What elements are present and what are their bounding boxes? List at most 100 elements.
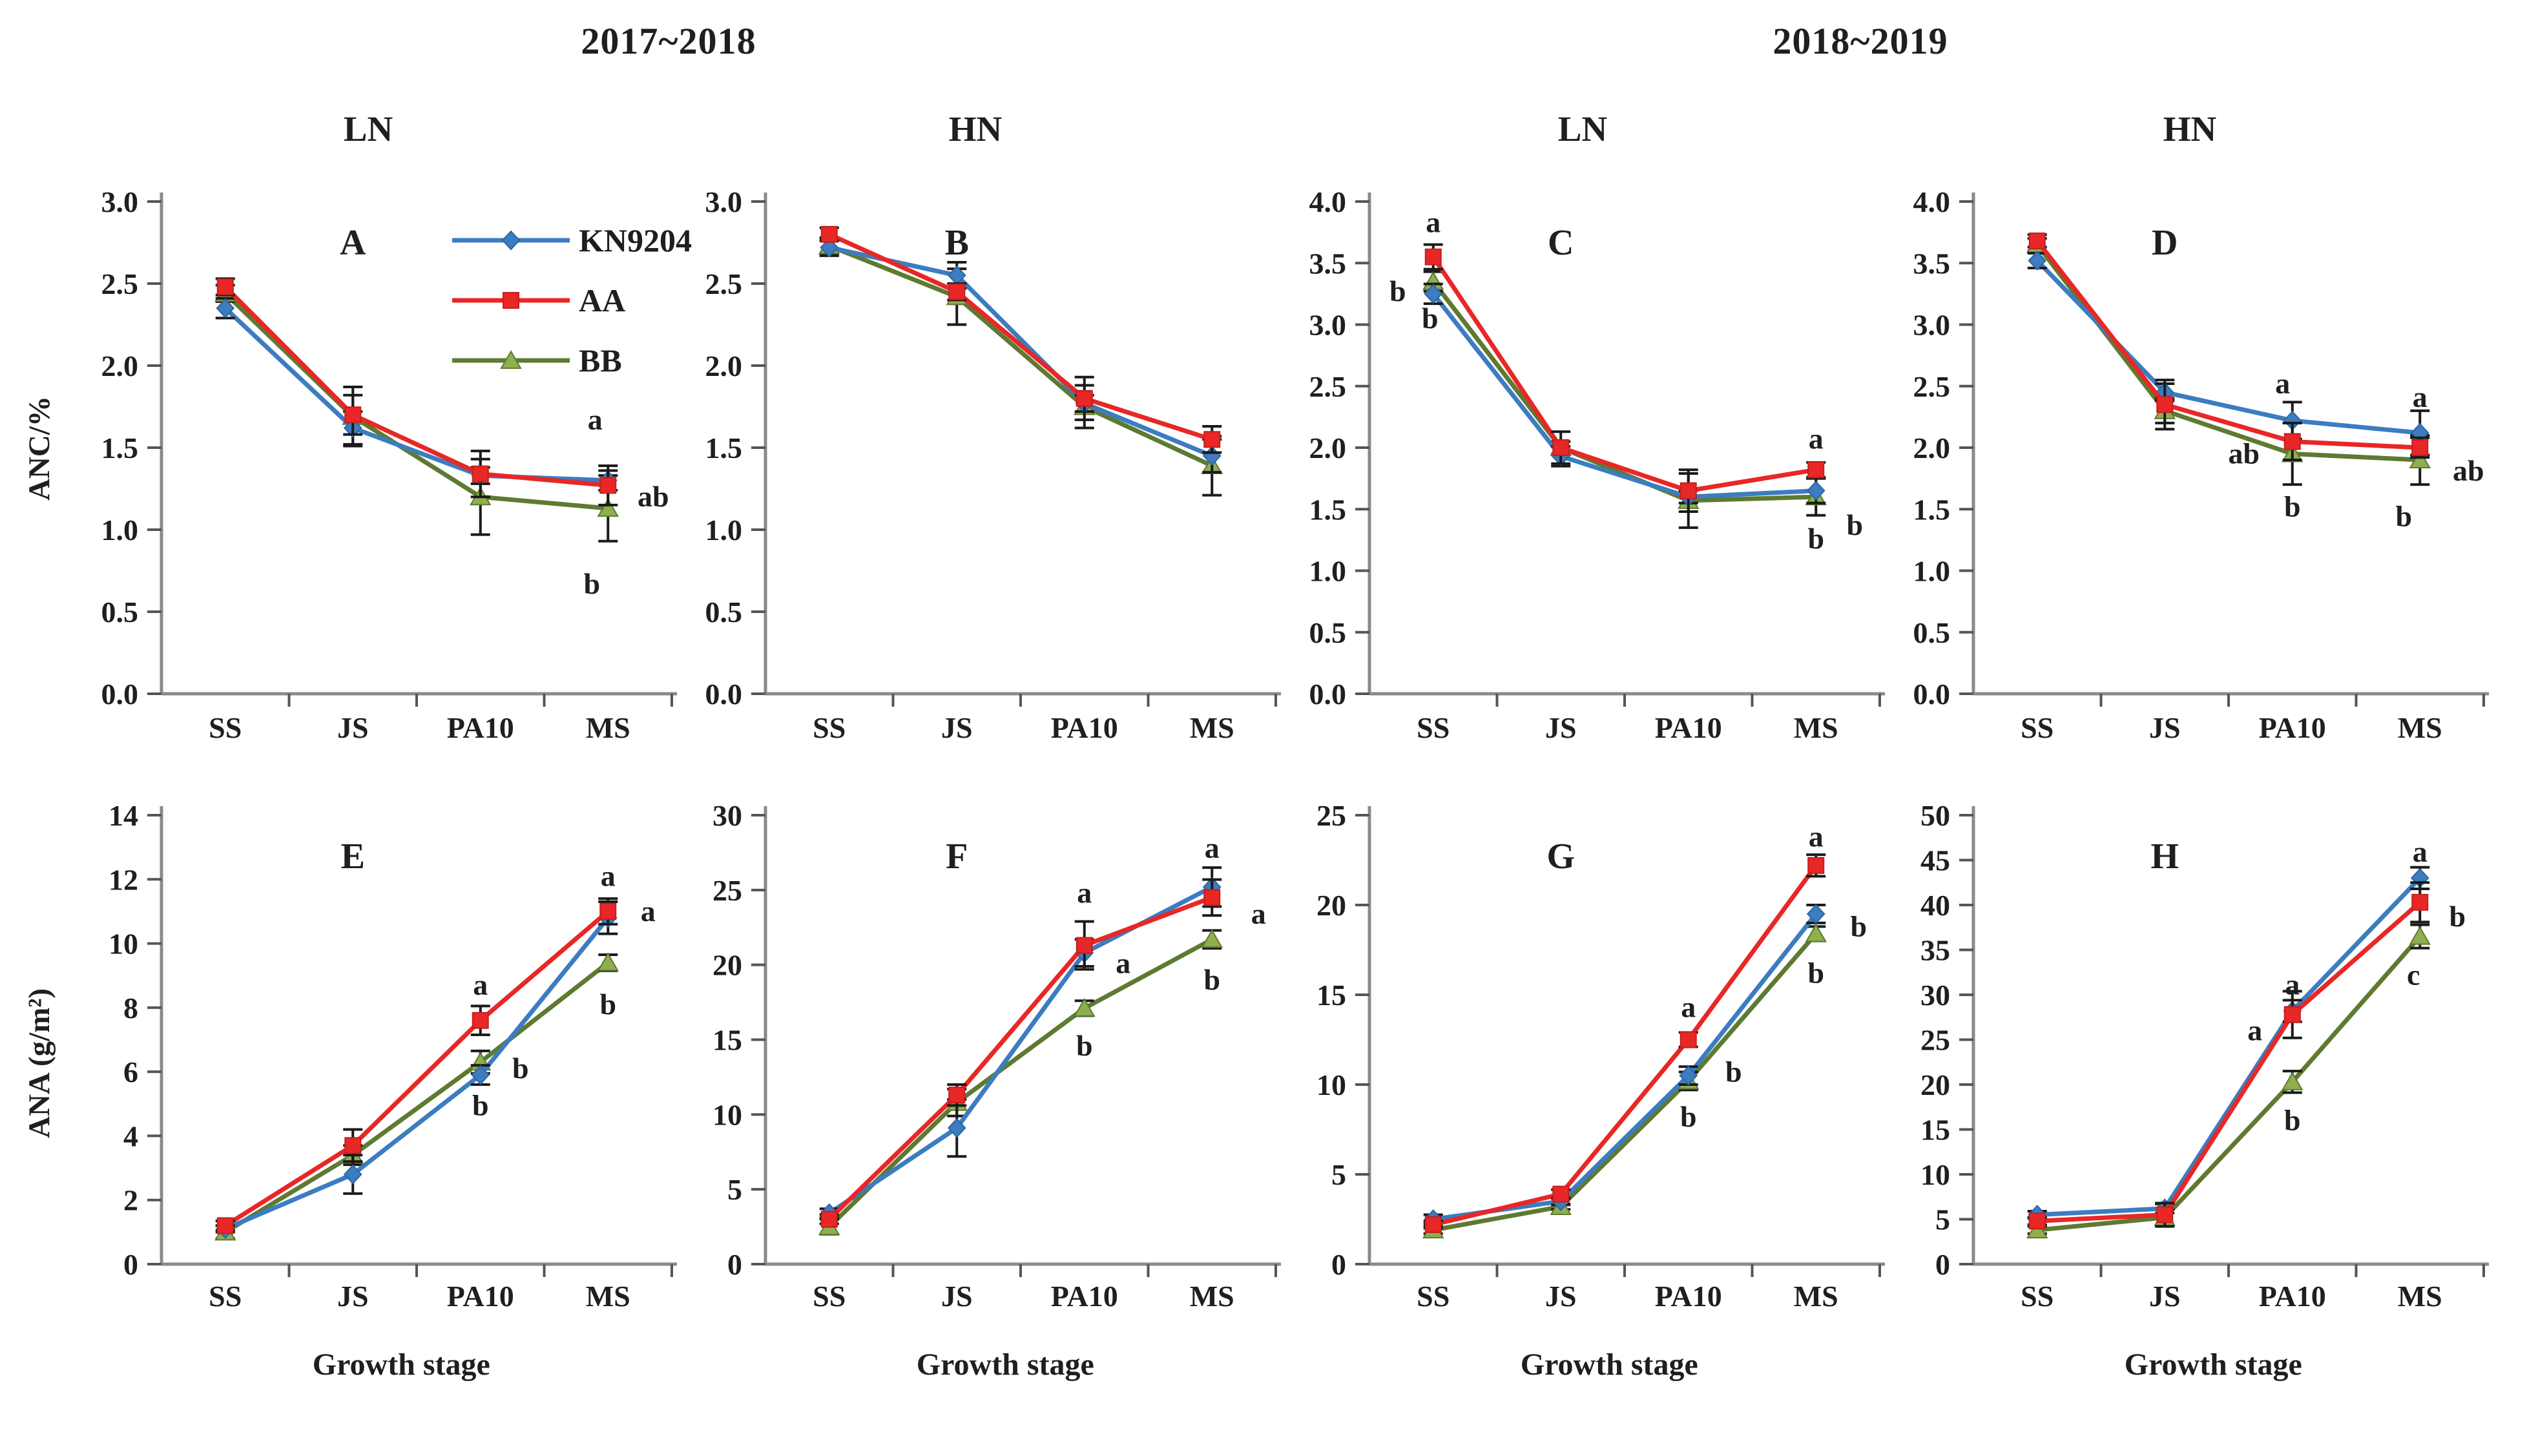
y-tick-label: 4.0 [1913, 185, 1951, 218]
y-tick-label: 20 [1920, 1068, 1950, 1101]
y-tick-label: 2.0 [101, 349, 139, 382]
legend-marker-AA [503, 292, 519, 309]
x-category-label: MS [2398, 711, 2442, 744]
series-line-BB [2035, 934, 2422, 1232]
x-category-label: MS [1794, 711, 1838, 744]
x-category-label: JS [1545, 1280, 1577, 1313]
marker-BB-MS [2409, 450, 2431, 469]
y-tick-label: 3.5 [1309, 247, 1347, 280]
sig-letter: a [2413, 380, 2428, 413]
sig-letter: a [2285, 968, 2300, 1001]
marker-BB-MS [1805, 923, 1827, 942]
x-category-label: PA10 [2259, 1280, 2326, 1313]
x-category-label: JS [2149, 1280, 2181, 1313]
series-KN9204 [215, 296, 618, 492]
marker-AA-MS [1203, 431, 1221, 448]
sig-letter: ab [2228, 437, 2260, 470]
sig-letter: b [2449, 900, 2466, 933]
y-tick-label: 3.0 [1913, 309, 1951, 342]
y-tick-label: 0.5 [101, 596, 139, 629]
y-tick-label: 3.0 [1309, 309, 1347, 342]
y-tick-label: 50 [1920, 799, 1950, 832]
sig-letter: a [1809, 422, 1824, 455]
marker-BB-PA10 [2282, 1071, 2303, 1090]
marker-KN9204-SS [2028, 250, 2047, 271]
y-tick-label: 0.0 [705, 678, 743, 711]
series-line-AA [223, 284, 610, 488]
panel-letter: A [340, 223, 366, 263]
x-category-label: MS [2398, 1280, 2442, 1313]
y-tick-label: 30 [712, 799, 742, 832]
chart-panel-c: 0.0 0.5 1.0 1.5 2.0 2.5 3.0 3.5 4.0 SS JS PA10 MS Ca b… [1309, 185, 1885, 744]
x-category-label: MS [586, 1280, 630, 1313]
marker-AA-MS [1807, 857, 1825, 874]
legend-item-KN9204: KN9204 [452, 222, 692, 258]
y-tick-label: 1.5 [101, 432, 139, 464]
sig-letter: a [641, 895, 656, 928]
y-tick-label: 5 [727, 1173, 742, 1206]
sig-letter: a [1077, 876, 1092, 909]
x-category-label: SS [2021, 711, 2054, 744]
marker-AA-SS [216, 278, 234, 296]
panel-letter: E [341, 837, 365, 877]
marker-AA-SS [1424, 248, 1442, 265]
marker-AA-PA10 [1076, 390, 1093, 407]
y-tick-label: 10 [1920, 1158, 1950, 1191]
x-category-label: MS [1190, 1280, 1234, 1313]
y-tick-label: 10 [1316, 1068, 1346, 1101]
marker-AA-SS [1424, 1216, 1442, 1233]
year-title-2018-2019: 2018~2019 [1773, 20, 1948, 62]
x-category-label: PA10 [1655, 1280, 1722, 1313]
marker-BB-MS [597, 952, 619, 972]
y-tick-label: 10 [109, 928, 138, 961]
condition-label-panel-b: HN [948, 109, 1003, 149]
marker-AA-PA10 [472, 1012, 489, 1029]
y-tick-label: 45 [1920, 844, 1950, 877]
marker-BB-MS [2409, 926, 2431, 945]
marker-KN9204-SS [216, 298, 235, 318]
series-BB [1422, 270, 1827, 529]
x-category-label: SS [1417, 711, 1450, 744]
y-tick-label: 12 [109, 863, 138, 896]
sig-letter: b [2395, 500, 2412, 533]
sig-letter: b [1076, 1029, 1093, 1062]
sig-letter: b [1846, 508, 1863, 541]
sig-letter: b [512, 1052, 529, 1085]
chart-panel-d: 0.0 0.5 1.0 1.5 2.0 2.5 3.0 3.5 4.0 SS JS PA10 MS Da a… [1913, 185, 2489, 744]
y-tick-label: 2.0 [1309, 432, 1347, 464]
y-tick-label: 0.0 [1913, 678, 1951, 711]
marker-AA-JS [1552, 1185, 1570, 1203]
x-category-label: PA10 [447, 1280, 514, 1313]
x-category-label: SS [209, 1280, 242, 1313]
sig-letter: b [2284, 1104, 2301, 1137]
sig-letter: a [1116, 946, 1130, 979]
sig-letter: a [1205, 831, 1220, 864]
marker-AA-JS [948, 1087, 966, 1104]
y-tick-label: 0 [123, 1248, 138, 1281]
series-line-BB [223, 291, 610, 511]
series-line-AA [2035, 238, 2422, 450]
y-tick-label: 0 [727, 1248, 742, 1281]
sig-letter: c [2407, 958, 2420, 991]
marker-AA-PA10 [1679, 482, 1697, 499]
x-axis-title: Growth stage [313, 1347, 490, 1382]
x-category-label: JS [2149, 711, 2181, 744]
legend-label: KN9204 [579, 222, 692, 258]
y-tick-label: 2.5 [705, 267, 743, 300]
series-BB [818, 235, 1223, 497]
y-tick-label: 14 [109, 799, 138, 832]
sig-letter: a [473, 968, 488, 1001]
series-AA [215, 277, 618, 506]
series-line-AA [827, 895, 1214, 1222]
sig-letter: b [599, 988, 616, 1021]
y-tick-label: 15 [712, 1024, 742, 1057]
series-KN9204 [819, 237, 1222, 474]
series-line-BB [827, 937, 1214, 1229]
y-tick-label: 25 [1316, 799, 1346, 832]
marker-AA-JS [1552, 439, 1570, 456]
chart-panel-b: 0.0 0.5 1.0 1.5 2.0 2.5 3.0 SS JS PA10 MS B [705, 185, 1281, 744]
y-tick-label: 15 [1920, 1114, 1950, 1147]
